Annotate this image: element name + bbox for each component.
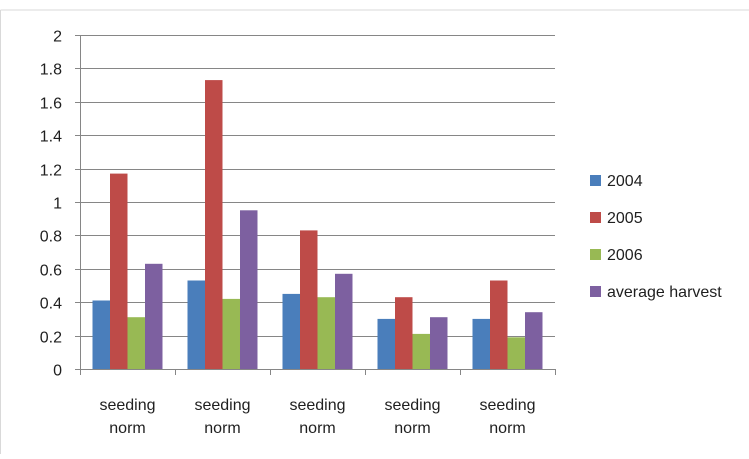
x-tick-label: norm (299, 420, 335, 437)
bar-2005 (300, 230, 318, 369)
legend-label: 2004 (607, 173, 643, 190)
y-tick-label: 2 (53, 29, 62, 46)
legend-label: average harvest (607, 284, 722, 301)
bars (92, 80, 543, 369)
bar-2005 (205, 80, 223, 369)
bar-2004 (187, 280, 205, 369)
x-tick-label: seeding (289, 397, 345, 414)
legend-swatch (590, 212, 601, 223)
y-tick-label: 1.2 (40, 163, 62, 180)
y-tick-label: 0.4 (40, 296, 62, 313)
bar-2006 (317, 297, 335, 369)
legend-label: 2005 (607, 210, 643, 227)
bar-2005 (395, 297, 413, 369)
x-tick-label: seeding (384, 397, 440, 414)
y-tick-label: 1 (53, 196, 62, 213)
y-tick-label: 0 (53, 363, 62, 380)
x-tick-label: seeding (194, 397, 250, 414)
bar-2006 (127, 317, 145, 369)
y-tick-label: 1.8 (40, 62, 62, 79)
x-tick-label: norm (204, 420, 240, 437)
legend-label: 2006 (607, 247, 643, 264)
legend-swatch (590, 249, 601, 260)
bar-2006 (222, 298, 240, 369)
y-tick-label: 0.6 (40, 263, 62, 280)
bar-2005 (110, 173, 128, 369)
axes (75, 35, 556, 375)
y-tick-label: 1.4 (40, 129, 62, 146)
bar-2005 (490, 280, 508, 369)
bar-2006 (412, 333, 430, 369)
bar-2004 (377, 318, 395, 369)
y-tick-label: 0.8 (40, 229, 62, 246)
x-tick-label: norm (394, 420, 430, 437)
bar-average-harvest (335, 273, 353, 369)
y-tick-label: 0.2 (40, 330, 62, 347)
bar-2004 (282, 293, 300, 369)
x-tick-label: seeding (479, 397, 535, 414)
y-tick-labels: 0 0.2 0.4 0.6 0.8 1 1.2 1.4 1.6 1.8 2 (40, 29, 62, 380)
bar-average-harvest (145, 263, 163, 369)
x-tick-label: seeding (99, 397, 155, 414)
bar-average-harvest (430, 317, 448, 369)
x-tick-label: norm (489, 420, 525, 437)
y-tick-label: 1.6 (40, 96, 62, 113)
bar-2004 (472, 318, 490, 369)
legend: 2004 2005 2006 average harvest (590, 173, 722, 301)
bar-2004 (92, 300, 110, 369)
bar-2006 (507, 337, 525, 369)
bar-average-harvest (240, 210, 258, 369)
bar-average-harvest (525, 312, 543, 369)
legend-swatch (590, 175, 601, 186)
legend-swatch (590, 286, 601, 297)
x-tick-labels: seeding norm seeding norm seeding norm seeding… (99, 397, 535, 437)
x-tick-label: norm (109, 420, 145, 437)
